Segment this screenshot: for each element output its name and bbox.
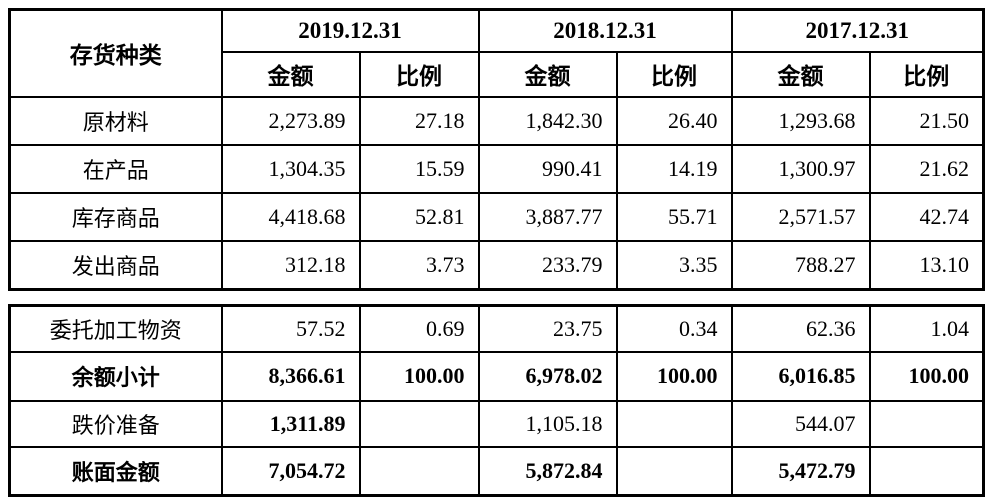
ratio-cell: 55.71 [615, 191, 733, 242]
amount-cell: 7,054.72 [220, 445, 361, 497]
ratio-cell: 26.40 [615, 95, 733, 146]
amount-cell: 6,016.85 [730, 350, 871, 402]
row-balance-subtotal: 余额小计 8,366.61 100.00 6,978.02 100.00 6,0… [8, 350, 985, 402]
row-work-in-progress: 在产品 1,304.35 15.59 990.41 14.19 1,300.97… [8, 143, 985, 194]
amount-cell: 5,472.79 [730, 445, 871, 497]
row-label: 发出商品 [8, 239, 223, 291]
amount-cell: 62.36 [730, 304, 871, 353]
ratio-cell: 0.34 [615, 304, 733, 353]
ratio-cell: 100.00 [358, 350, 480, 402]
ratio-cell: 21.62 [868, 143, 985, 194]
amount-cell: 233.79 [477, 239, 618, 291]
ratio-cell: 21.50 [868, 95, 985, 146]
ratio-cell: 15.59 [358, 143, 480, 194]
amount-header-2017: 金额 [730, 50, 871, 98]
period-header-2019: 2019.12.31 [220, 8, 480, 53]
row-consigned-processing-materials: 委托加工物资 57.52 0.69 23.75 0.34 62.36 1.04 [8, 304, 985, 353]
amount-cell: 544.07 [730, 399, 871, 448]
inventory-table-main: 存货种类 2019.12.31 2018.12.31 2017.12.31 金额… [8, 8, 985, 291]
ratio-header-2017: 比例 [868, 50, 985, 98]
amount-header-2019: 金额 [220, 50, 361, 98]
period-header-2017: 2017.12.31 [730, 8, 985, 53]
row-label: 账面金额 [8, 445, 223, 497]
ratio-header-2018: 比例 [615, 50, 733, 98]
ratio-cell: 100.00 [615, 350, 733, 402]
ratio-cell [868, 399, 985, 448]
period-header-2018: 2018.12.31 [477, 8, 733, 53]
ratio-cell [615, 399, 733, 448]
row-finished-goods: 库存商品 4,418.68 52.81 3,887.77 55.71 2,571… [8, 191, 985, 242]
ratio-cell [868, 445, 985, 497]
amount-cell: 1,293.68 [730, 95, 871, 146]
ratio-cell: 3.35 [615, 239, 733, 291]
amount-cell: 5,872.84 [477, 445, 618, 497]
ratio-cell: 3.73 [358, 239, 480, 291]
amount-cell: 57.52 [220, 304, 361, 353]
ratio-cell [358, 445, 480, 497]
row-label: 跌价准备 [8, 399, 223, 448]
row-label: 委托加工物资 [8, 304, 223, 353]
ratio-cell: 0.69 [358, 304, 480, 353]
ratio-cell: 100.00 [868, 350, 985, 402]
amount-cell: 1,105.18 [477, 399, 618, 448]
row-raw-materials: 原材料 2,273.89 27.18 1,842.30 26.40 1,293.… [8, 95, 985, 146]
ratio-cell: 1.04 [868, 304, 985, 353]
amount-cell: 2,273.89 [220, 95, 361, 146]
amount-cell: 6,978.02 [477, 350, 618, 402]
row-label: 库存商品 [8, 191, 223, 242]
ratio-cell: 42.74 [868, 191, 985, 242]
row-book-value: 账面金额 7,054.72 5,872.84 5,472.79 [8, 445, 985, 497]
amount-cell: 23.75 [477, 304, 618, 353]
amount-cell: 788.27 [730, 239, 871, 291]
row-label: 原材料 [8, 95, 223, 146]
amount-cell: 8,366.61 [220, 350, 361, 402]
amount-cell: 3,887.77 [477, 191, 618, 242]
ratio-cell: 52.81 [358, 191, 480, 242]
ratio-cell [615, 445, 733, 497]
amount-cell: 1,304.35 [220, 143, 361, 194]
amount-cell: 2,571.57 [730, 191, 871, 242]
row-goods-shipped: 发出商品 312.18 3.73 233.79 3.35 788.27 13.1… [8, 239, 985, 291]
row-label: 余额小计 [8, 350, 223, 402]
amount-cell: 990.41 [477, 143, 618, 194]
amount-cell: 4,418.68 [220, 191, 361, 242]
ratio-header-2019: 比例 [358, 50, 480, 98]
ratio-cell: 13.10 [868, 239, 985, 291]
amount-header-2018: 金额 [477, 50, 618, 98]
amount-cell: 312.18 [220, 239, 361, 291]
row-price-decline-provision: 跌价准备 1,311.89 1,105.18 544.07 [8, 399, 985, 448]
amount-cell: 1,842.30 [477, 95, 618, 146]
amount-cell: 1,300.97 [730, 143, 871, 194]
inventory-table-summary: 委托加工物资 57.52 0.69 23.75 0.34 62.36 1.04 … [8, 304, 985, 497]
ratio-cell: 14.19 [615, 143, 733, 194]
corner-header-inventory-type: 存货种类 [8, 8, 223, 98]
row-label: 在产品 [8, 143, 223, 194]
ratio-cell [358, 399, 480, 448]
amount-cell: 1,311.89 [220, 399, 361, 448]
ratio-cell: 27.18 [358, 95, 480, 146]
